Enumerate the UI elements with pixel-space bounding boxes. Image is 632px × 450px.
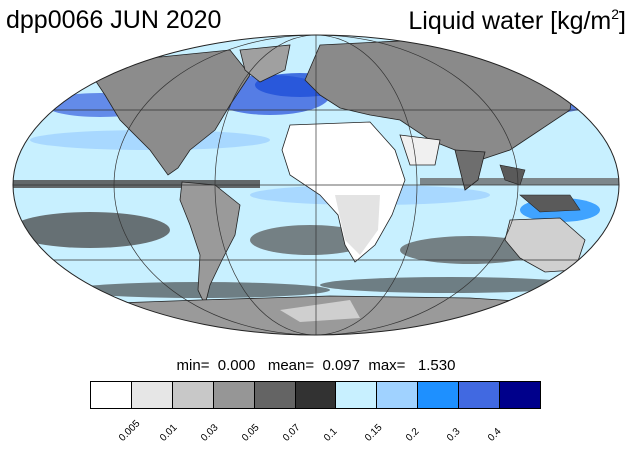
colorbar-box: [500, 382, 540, 408]
plot-title-left: dpp0066 JUN 2020: [6, 6, 222, 34]
statistics-line: min= 0.000 mean= 0.097 max= 1.530: [176, 357, 456, 374]
colorbar-box: [213, 382, 255, 408]
land-indonesia: [519, 194, 581, 213]
colorbar-box: [254, 382, 296, 408]
land-australia: [504, 217, 586, 273]
cloud-field: [13, 212, 170, 248]
land-greenland: [239, 44, 291, 83]
colorbar-box: [295, 382, 337, 408]
colorbar-tick-label: 0.3: [445, 426, 463, 444]
colorbar-tick-label: 0.07: [281, 422, 303, 444]
colorbar-tick-label: 0.2: [404, 426, 422, 444]
land-new-zealand: [594, 269, 607, 291]
colorbar-tick-label: 0.05: [240, 422, 262, 444]
graticule: [13, 35, 619, 335]
colorbar-box: [131, 382, 173, 408]
plot-title-right: Liquid water [kg/m2]: [408, 6, 626, 36]
map-border: [12, 34, 620, 336]
itcz-band: [13, 180, 260, 188]
unit-exponent: 2: [611, 6, 620, 22]
quantity-label: Liquid water [kg/m: [408, 7, 612, 35]
land-india: [454, 149, 486, 191]
unit-close: ]: [619, 7, 626, 35]
colorbar-box: [172, 382, 214, 408]
land-south-america: [179, 181, 241, 307]
colorbar-tick-label: 0.03: [199, 422, 221, 444]
land-antarctica-interior: [280, 300, 360, 322]
colorbar-box: [418, 382, 460, 408]
world-map: [12, 34, 620, 336]
colorbar-box: [91, 382, 132, 408]
colorbar-tick-label: 0.4: [486, 426, 504, 444]
colorbar-tick-label: 0.005: [117, 418, 143, 444]
colorbar: [90, 381, 541, 409]
colorbar-box: [377, 382, 419, 408]
colorbar-tick-label: 0.15: [363, 422, 385, 444]
map-svg: [12, 34, 620, 336]
colorbar-box: [336, 382, 378, 408]
land-africa-south: [335, 195, 380, 255]
colorbar-box: [459, 382, 501, 408]
cloud-field: [320, 277, 580, 293]
land-arabia: [399, 134, 441, 166]
cloud-field: [400, 236, 540, 264]
colorbar-tick-label: 0.1: [322, 426, 340, 444]
colorbar-tick-label: 0.01: [158, 422, 180, 444]
cloud-field: [250, 225, 370, 255]
land-north-america: [94, 49, 251, 176]
